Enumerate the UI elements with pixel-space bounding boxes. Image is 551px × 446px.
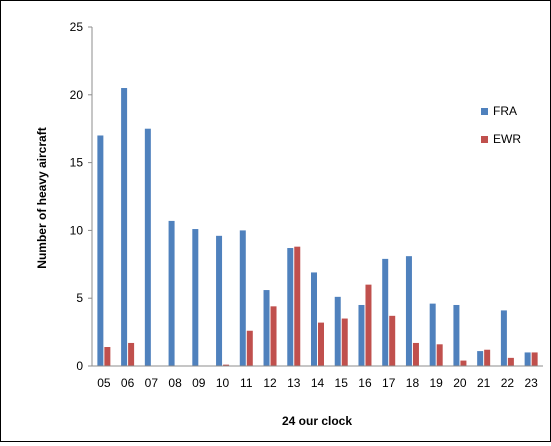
bar-fra: [358, 304, 365, 366]
y-tick-label: 10: [70, 223, 84, 237]
x-tick-label: 11: [240, 376, 253, 390]
bar-fra: [311, 272, 317, 366]
bar-fra: [382, 258, 389, 366]
legend-swatch-fra: [481, 108, 488, 115]
bar-fra: [287, 248, 294, 366]
bar-fra: [500, 310, 507, 366]
legend-swatch-ewr: [481, 136, 488, 143]
x-tick-label: 06: [121, 376, 135, 390]
bar-fra: [477, 351, 484, 366]
bar-ewr: [389, 315, 396, 366]
x-tick-label: 19: [430, 376, 444, 390]
x-axis-tick-labels: 05 06 07 08 09 10 11 12 13 14 15 16 17 18 19 20 21 22 23: [97, 376, 538, 390]
y-tick-label: 20: [70, 88, 84, 102]
y-axis-title: Number of heavy aircraft: [35, 127, 49, 268]
bar-fra: [144, 128, 151, 366]
bar-fra: [168, 220, 175, 366]
x-tick-label: 09: [192, 376, 206, 390]
x-tick-label: 16: [358, 376, 372, 390]
bars: [97, 88, 538, 367]
bar-ewr: [223, 364, 230, 366]
bar-fra: [216, 235, 223, 366]
bar-ewr: [507, 357, 514, 366]
x-tick-label: 13: [287, 376, 301, 390]
bar-fra: [97, 135, 104, 366]
x-axis-title: 24 our clock: [282, 414, 352, 428]
legend-label-fra: FRA: [493, 104, 517, 118]
y-tick-label: 0: [76, 359, 83, 373]
x-tick-label: 21: [477, 376, 491, 390]
bar-ewr: [294, 246, 301, 366]
bar-fra: [405, 256, 412, 366]
bar-ewr: [246, 330, 253, 366]
bar-fra: [121, 88, 128, 367]
legend-label-ewr: EWR: [493, 132, 521, 146]
x-tick-label: 23: [524, 376, 538, 390]
legend: FRA EWR: [481, 104, 521, 146]
x-tick-label: 10: [216, 376, 230, 390]
bar-ewr: [365, 284, 372, 366]
x-tick-label: 05: [97, 376, 111, 390]
bar-fra: [429, 303, 436, 366]
x-tick-label: 07: [145, 376, 159, 390]
bar-fra: [334, 296, 341, 366]
bar-ewr: [318, 322, 324, 366]
x-tick-label: 12: [263, 376, 277, 390]
bar-ewr: [436, 344, 443, 366]
y-axis-ticks: 0 5 10 15 20 25: [70, 20, 92, 373]
x-tick-label: 14: [311, 376, 325, 390]
bar-ewr: [128, 342, 135, 366]
bar-ewr: [412, 342, 419, 366]
x-tick-label: 20: [453, 376, 467, 390]
bar-ewr: [484, 349, 491, 366]
bar-fra: [239, 230, 246, 366]
bar-ewr: [270, 306, 277, 366]
bar-ewr: [104, 347, 111, 366]
x-tick-label: 15: [335, 376, 349, 390]
x-tick-label: 18: [406, 376, 420, 390]
y-tick-label: 25: [70, 20, 84, 34]
y-tick-label: 5: [76, 291, 83, 305]
y-tick-label: 15: [70, 156, 84, 170]
x-tick-label: 22: [501, 376, 515, 390]
bar-fra: [524, 352, 531, 366]
bar-ewr: [460, 360, 467, 366]
bar-fra: [453, 304, 460, 366]
x-tick-label: 08: [168, 376, 182, 390]
bar-ewr: [341, 318, 348, 366]
bar-fra: [263, 290, 270, 366]
x-tick-label: 17: [382, 376, 396, 390]
bar-fra: [192, 229, 199, 366]
bar-ewr: [531, 352, 538, 366]
